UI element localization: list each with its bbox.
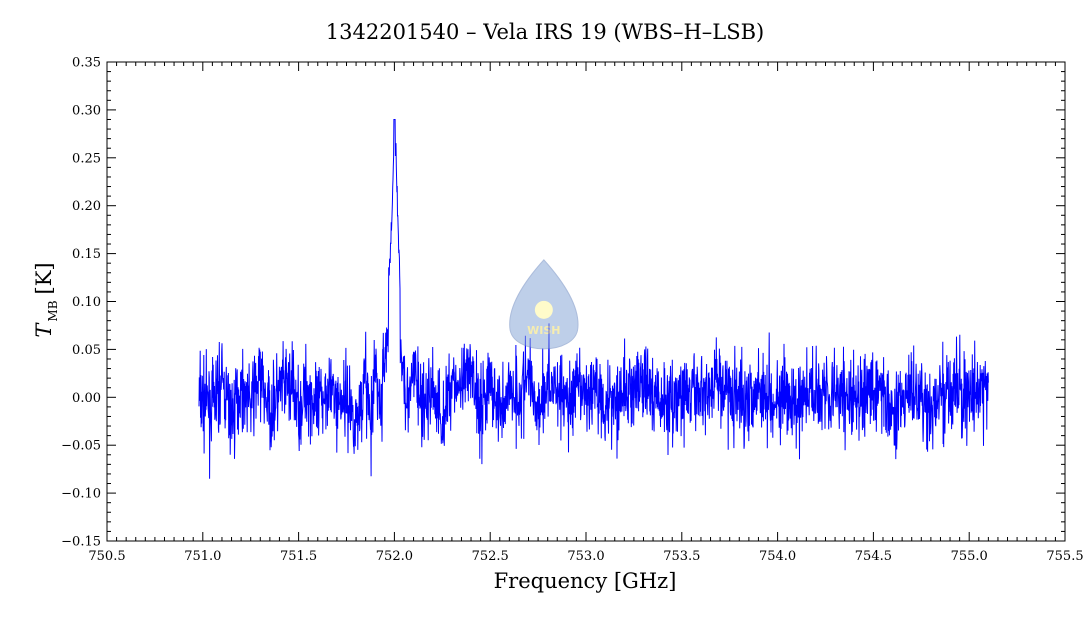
y-tick-label: 0.00 [72,391,101,406]
x-tick-label: 751.5 [280,549,317,564]
y-tick-label: 0.20 [72,199,101,214]
y-tick-label: 0.15 [72,247,101,262]
plot-frame [106,61,1066,542]
plot-area: WISH 750.5 751.0 751.5 752.0 752.5 753.0 753.5 7… [61,56,1083,565]
wish-logo-text: WISH [527,324,560,337]
x-axis-title: Frequency [GHz] [494,569,677,593]
x-tick-label: 752.0 [376,549,413,564]
x-tick-label: 750.5 [88,549,125,564]
x-tick-label: 755.0 [951,549,988,564]
y-axis-symbol: T [32,322,56,338]
x-tick-label: 755.5 [1046,549,1083,564]
chart-title: 1342201540 – Vela IRS 19 (WBS–H–LSB) [326,20,764,44]
y-axis-unit: [K] [32,262,56,294]
y-tick-label: 0.35 [72,56,101,71]
x-tick-label: 752.5 [472,549,509,564]
x-tick-label: 754.0 [759,549,796,564]
wish-logo-star [534,300,553,319]
spectrum-line [198,119,989,479]
y-tick-label: 0.30 [72,103,101,118]
x-tick-label: 751.0 [184,549,221,564]
y-tick-label: 0.10 [72,295,101,310]
y-tick-label: 0.25 [72,151,101,166]
svg-text:TMB[K]: TMB [K] [32,262,60,337]
wish-logo-watermark: WISH [509,259,579,350]
y-tick-label: 0.05 [72,343,101,358]
y-tick-label: −0.10 [61,487,101,502]
x-tick-label: 753.0 [567,549,604,564]
x-tick-label: 754.5 [855,549,892,564]
y-tick-label: −0.15 [61,535,101,550]
y-axis-subscript: MB [46,300,60,321]
x-tick-label: 753.5 [663,549,700,564]
y-axis-title: TMB [K] [32,262,60,337]
y-tick-label: −0.05 [61,439,101,454]
